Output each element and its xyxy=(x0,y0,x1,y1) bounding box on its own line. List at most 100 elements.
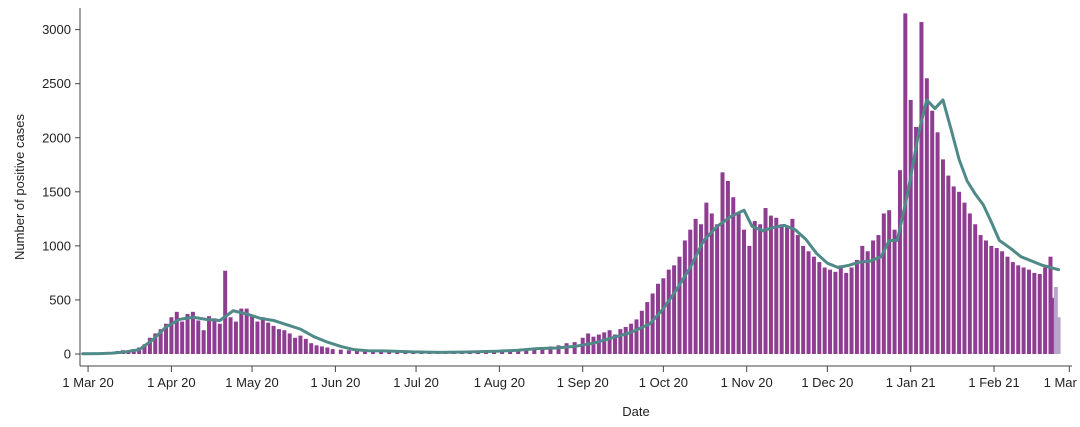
x-tick-label: 1 May 20 xyxy=(225,375,278,390)
bar xyxy=(596,334,601,354)
bar xyxy=(338,349,343,354)
bar xyxy=(1000,251,1005,354)
bar xyxy=(185,313,190,354)
bar xyxy=(962,202,967,355)
bar xyxy=(903,13,908,354)
bar xyxy=(314,345,319,354)
bar xyxy=(801,245,806,355)
bar xyxy=(645,302,650,354)
bar xyxy=(951,186,956,354)
bar xyxy=(174,311,179,354)
bar xyxy=(935,132,940,354)
bar xyxy=(298,335,303,354)
bar xyxy=(548,346,553,354)
bar xyxy=(293,337,298,354)
bar-recent xyxy=(1056,317,1061,354)
bar xyxy=(639,310,644,354)
bar xyxy=(704,202,709,355)
bar xyxy=(1037,273,1042,354)
bar xyxy=(672,265,677,354)
bar xyxy=(158,329,163,354)
bar xyxy=(924,78,929,354)
bar xyxy=(1016,265,1021,354)
bar xyxy=(403,352,408,354)
bar xyxy=(330,349,335,354)
bar xyxy=(860,245,865,355)
bar xyxy=(244,308,249,354)
bar xyxy=(223,270,228,354)
y-tick-label: 0 xyxy=(64,347,71,362)
bar xyxy=(682,240,687,354)
bar xyxy=(303,338,308,354)
bar xyxy=(795,235,800,354)
bar xyxy=(833,271,838,354)
bar xyxy=(239,308,244,354)
bar xyxy=(379,351,384,354)
bar xyxy=(255,321,260,354)
bar xyxy=(693,218,698,354)
x-tick-label: 1 Mar 21 xyxy=(1044,375,1080,390)
bar xyxy=(897,170,902,354)
bar xyxy=(153,333,158,354)
bar xyxy=(196,320,201,354)
bar xyxy=(169,317,174,354)
bar xyxy=(629,323,634,354)
rolling-average-line xyxy=(81,98,1061,356)
bar xyxy=(838,265,843,354)
y-tick-label: 1000 xyxy=(42,238,71,253)
bar xyxy=(1051,297,1056,354)
bar xyxy=(618,329,623,354)
bar xyxy=(1026,269,1031,354)
bar xyxy=(516,349,521,354)
bar xyxy=(164,323,169,354)
bar xyxy=(871,240,876,354)
bar xyxy=(779,224,784,354)
bars-layer xyxy=(80,13,1061,355)
bar xyxy=(1021,267,1026,354)
bar xyxy=(282,330,287,354)
x-axis-title: Date xyxy=(622,404,649,419)
bar xyxy=(967,213,972,354)
bar xyxy=(147,337,152,354)
bar xyxy=(747,245,752,355)
y-tick-label: 3000 xyxy=(42,22,71,37)
bar xyxy=(217,323,222,354)
bar xyxy=(180,321,185,354)
bar xyxy=(844,272,849,354)
bar xyxy=(817,262,822,354)
bar xyxy=(768,215,773,354)
y-tick-label: 2500 xyxy=(42,76,71,91)
bar xyxy=(508,350,513,354)
bar xyxy=(540,347,545,354)
bar xyxy=(346,350,351,354)
bar xyxy=(362,350,367,354)
bar xyxy=(661,278,666,354)
bar xyxy=(572,342,577,354)
bar xyxy=(556,345,561,354)
bar xyxy=(989,245,994,355)
bar xyxy=(634,319,639,354)
bar xyxy=(1005,256,1010,354)
bar xyxy=(655,283,660,354)
bar xyxy=(822,267,827,354)
bar xyxy=(201,330,206,354)
bar xyxy=(212,318,217,354)
line-layer xyxy=(81,98,1061,356)
bar xyxy=(752,221,757,354)
bar xyxy=(607,330,612,354)
bar xyxy=(1032,272,1037,354)
x-tick-label: 1 Nov 20 xyxy=(721,375,773,390)
bar xyxy=(731,197,736,354)
bar xyxy=(725,181,730,354)
bar xyxy=(957,191,962,354)
bar xyxy=(849,267,854,354)
bar xyxy=(319,346,324,354)
bar xyxy=(806,251,811,354)
bar xyxy=(276,329,281,354)
bar xyxy=(228,317,233,354)
bar xyxy=(271,325,276,354)
x-tick-label: 1 Apr 20 xyxy=(147,375,195,390)
bar xyxy=(190,311,195,354)
bar xyxy=(892,229,897,354)
